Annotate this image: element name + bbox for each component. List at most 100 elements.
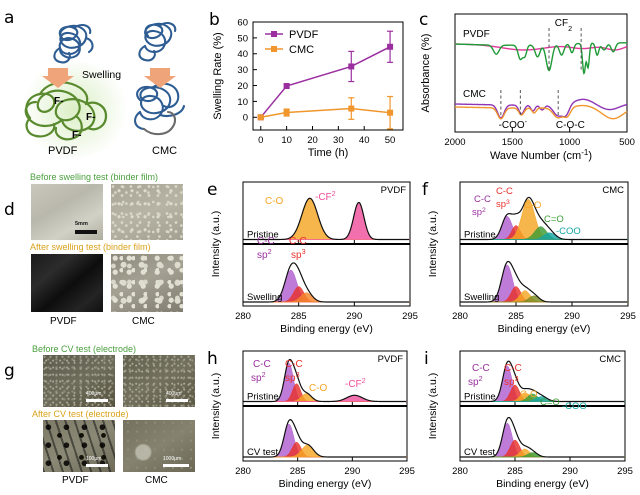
scalebar-bar-g-br	[163, 464, 189, 467]
xps-annot-sp: sp3	[285, 370, 300, 385]
scalebar-bar-d	[75, 230, 97, 234]
xps-envelope	[243, 197, 410, 241]
legend-label-CMC: CMC	[289, 44, 314, 56]
sem-pvdf-after: 100μm	[43, 420, 115, 472]
scalebar-label-g-br: 1000μm	[163, 456, 182, 462]
xticklabel: 290	[346, 311, 362, 322]
panel-b-letter: b	[209, 10, 220, 30]
xaxis-label: Binding energy (eV)	[280, 323, 373, 335]
xticklabel: 280	[235, 466, 251, 477]
yticklabel-b: 50	[237, 33, 248, 44]
xps-state-label: Swelling	[464, 292, 499, 303]
xticklabel-b: 50	[385, 135, 396, 146]
panel-g-letter: g	[4, 361, 15, 381]
scalebar-bar-g-tl	[86, 399, 108, 402]
panel-g-caption-cmc: CMC	[145, 475, 168, 486]
panel-e-xps-pvdf: e Pristine PVDF Swelling 280 285 290 295 Bindin…	[205, 168, 420, 343]
xticklabel: 290	[564, 311, 580, 322]
xticklabel-b: 10	[281, 135, 292, 146]
swelling-arrow-right	[144, 68, 176, 88]
xps-state-label: Pristine	[247, 230, 279, 241]
scalebar-bar-g-bl	[86, 464, 108, 467]
xps-annot-C-O: C-O	[265, 196, 284, 207]
xps-annot-C-C: C-C	[472, 363, 490, 374]
xticklabel: 285	[291, 311, 307, 322]
ftir-group-label-pvdf: PVDF	[463, 29, 490, 40]
xps-annot-C-O: C-O	[309, 383, 328, 394]
yticklabel-b: 10	[237, 97, 248, 108]
yticklabel-b: 20	[237, 81, 248, 92]
yticklabel-b: 30	[237, 65, 248, 76]
xticklabel: 290	[344, 466, 360, 477]
subpanel-frame	[459, 406, 626, 462]
xticklabel: 295	[402, 311, 418, 322]
xps-annot-C-O: C-O	[524, 200, 541, 211]
panel-h-letter: h	[207, 349, 218, 369]
panel-d-header-before: Before swelling test (binder film)	[30, 172, 159, 182]
panel-f-letter: f	[422, 180, 428, 200]
xps-envelope	[243, 358, 407, 403]
panel-h-xps-pvdf-electrode: h Pristine PVDF CV test 280 285 290 295 Binding…	[205, 343, 420, 495]
xticklabel-c: 2000	[444, 137, 465, 148]
scalebar-label-g-tr: 400μm	[166, 391, 182, 397]
scalebar-label-d: 5mm	[75, 221, 88, 227]
xticklabel: 280	[452, 311, 468, 322]
panel-g-header-after: After CV test (electrode)	[32, 409, 129, 419]
xticklabel: 295	[399, 466, 415, 477]
photo-cmc-after	[111, 254, 183, 312]
xps-plot-f: Pristine CMC Swelling 280 285 290 295 Binding e…	[427, 181, 636, 335]
xaxis-label: Binding energy (eV)	[279, 478, 372, 490]
subpanel-frame	[242, 181, 411, 244]
photo-pvdf-before: 5mm	[31, 184, 103, 240]
xps-annot-C-C: C-C	[257, 236, 275, 247]
xps-envelope	[243, 419, 407, 458]
xaxis-label: Binding energy (eV)	[496, 478, 589, 490]
ftir-annot-coc: C-O-C	[556, 120, 585, 131]
xps-annot-sp: sp3	[504, 374, 519, 389]
panel-c-ftir: c 2000 1500 1000 500 Wave Number (cm-1) Absor…	[415, 0, 640, 168]
xps-envelope	[460, 196, 628, 241]
xticklabel: 285	[507, 466, 523, 477]
xticklabel-b: 40	[359, 135, 370, 146]
sem-pvdf-before: 400μm	[43, 355, 115, 407]
xps-material-label: PVDF	[381, 185, 407, 196]
xps-annot-C-C: C-C	[496, 186, 513, 197]
scalebar-label-g-tl: 400μm	[86, 391, 102, 397]
plot-frame-b	[252, 21, 404, 131]
xps-annot-C-C: C-C	[504, 363, 522, 374]
subpanel-frame	[242, 350, 408, 406]
xps-envelope	[243, 262, 410, 303]
yaxis-label-c: Absorbance (%)	[420, 34, 432, 113]
xps-annot-sp: sp2	[257, 247, 272, 262]
swelling-rate-plot: 0 10 20 30 40 50 0 10 20 30 40 50 60 Time (h) Swelling…	[212, 17, 404, 159]
xps-annot-C=O: C=O	[544, 214, 564, 225]
panel-i-letter: i	[424, 349, 429, 369]
panel-g-sem: g Before CV test (electrode) 400μm 400μm…	[0, 343, 205, 495]
xps-annot-sp: sp2	[468, 374, 483, 389]
ftir-cmc-pristine	[454, 104, 628, 120]
xps-material-label: CMC	[602, 185, 624, 196]
xps-state-label: CV test	[247, 447, 279, 458]
xticklabel: 285	[290, 466, 306, 477]
xaxis-label-c: Wave Number (cm-1)	[490, 148, 592, 163]
f-mark-2: F-	[86, 112, 96, 123]
panel-a-drawing	[24, 22, 186, 141]
panel-g-header-before: Before CV test (electrode)	[32, 344, 137, 354]
panel-a-name-cmc: CMC	[152, 145, 178, 157]
panel-g-caption-pvdf: PVDF	[62, 475, 89, 486]
yaxis-label: Intensity (a.u.)	[427, 211, 439, 278]
panel-d-header-after: After swelling test (binder film)	[30, 242, 151, 252]
xps-annot-sp: sp3	[291, 247, 306, 262]
xticklabel-c: 1000	[559, 137, 580, 148]
xticklabel: 285	[508, 311, 524, 322]
xps-material-label: PVDF	[378, 354, 404, 365]
ftir-pvdf-after	[454, 42, 628, 75]
xticklabel: 280	[235, 311, 251, 322]
xaxis-label-b: Time (h)	[308, 147, 349, 159]
f-mark-1: F-	[54, 96, 64, 107]
xps-material-label: CMC	[599, 354, 621, 365]
panel-d-letter: d	[4, 200, 15, 220]
legend-marker	[271, 46, 277, 52]
yticklabel-b: 0	[243, 113, 248, 124]
photo-pvdf-after	[31, 254, 103, 312]
